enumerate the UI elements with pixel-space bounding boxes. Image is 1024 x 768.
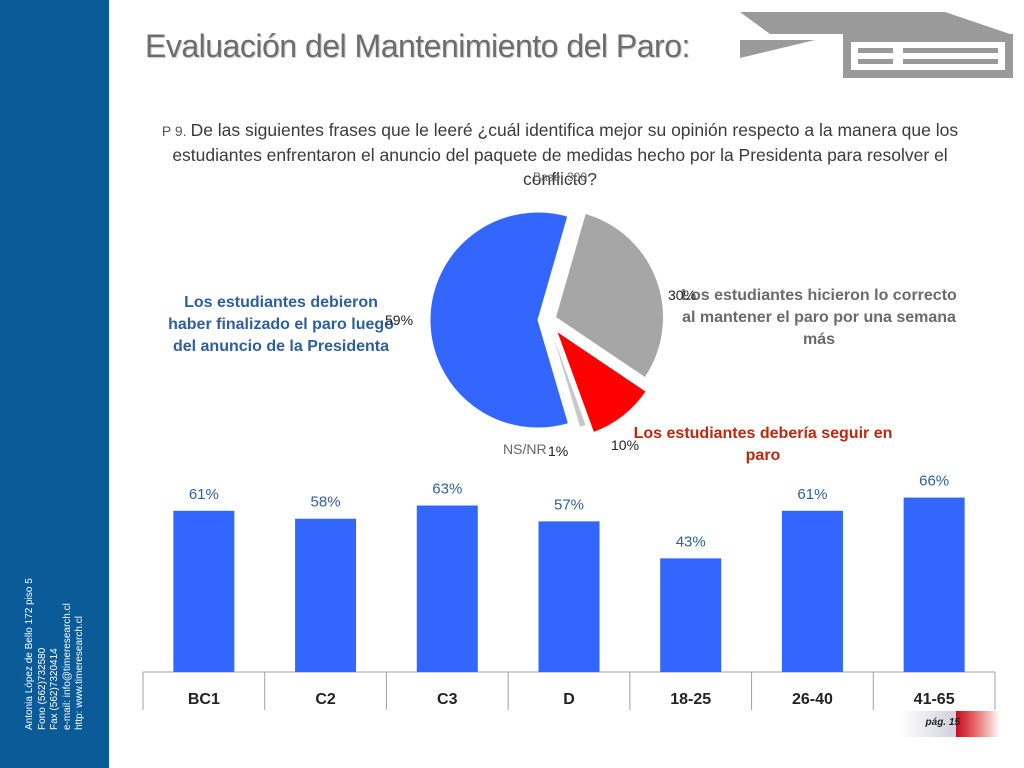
page-title: Evaluación del Mantenimiento del Paro: xyxy=(145,28,690,64)
survey-question: P 9. De las siguientes frases que le leer… xyxy=(150,118,970,191)
bar-value-label: 57% xyxy=(554,496,584,513)
bar-18-25 xyxy=(660,558,722,672)
bar-value-label: 58% xyxy=(311,494,341,511)
pie-value-10: 10% xyxy=(611,437,640,453)
x-tick-label: 41-65 xyxy=(914,691,955,708)
bar-value-label: 61% xyxy=(797,486,827,503)
bar-value-label: 66% xyxy=(919,473,949,490)
bar-D xyxy=(538,521,600,672)
pie-legend-seguir: Los estudiantes debería seguir en paro xyxy=(633,425,893,464)
document-logo-icon xyxy=(740,12,1013,78)
x-tick-label: C2 xyxy=(315,691,336,708)
x-tick-label: 26-40 xyxy=(792,691,833,708)
pie-slice-nsnr xyxy=(548,323,587,429)
x-tick-label: BC1 xyxy=(188,691,220,708)
pie-value-1: 1% xyxy=(548,443,569,459)
x-tick-label: 18-25 xyxy=(670,691,711,708)
bar-26-40 xyxy=(781,510,843,672)
question-text: De las siguientes frases que le leeré ¿c… xyxy=(172,120,959,189)
page-number-badge: pág. 15 xyxy=(900,711,1000,737)
pie-slice-finalizar xyxy=(429,211,570,429)
x-tick-label: D xyxy=(563,691,575,708)
pie-legend-nsnr: NS/NR xyxy=(503,441,547,457)
bar-value-label: 63% xyxy=(432,481,462,498)
pie-legend-correcto: Los estudiantes hicieron lo correcto al … xyxy=(681,287,957,348)
bar-chart: 61% BC1 58% C2 63% C3 57% D 43% 18-25 61% 26-40 66% 4… xyxy=(142,473,996,710)
bar-C2 xyxy=(295,518,357,672)
pie-value-59: 59% xyxy=(385,312,414,328)
pie-value-30: 30% xyxy=(668,287,697,303)
bar-value-label: 43% xyxy=(676,533,706,550)
question-number: P 9. xyxy=(161,123,187,139)
pie-legend-finalizar: Los estudiantes debieron haber finalizad… xyxy=(168,294,394,355)
pie-slice-correcto xyxy=(554,212,664,379)
bar-41-65 xyxy=(903,497,965,672)
pie-slice-seguir xyxy=(555,329,647,434)
base-label: Base: 300 xyxy=(532,170,588,184)
page-number: pág. 15 xyxy=(925,717,960,728)
pie-chart xyxy=(429,211,664,434)
x-tick-label: C3 xyxy=(437,691,458,708)
sidebar: Antonia López de Bello 172 piso 5 Fono (… xyxy=(0,0,109,768)
bar-value-label: 61% xyxy=(189,486,219,503)
bar-C3 xyxy=(416,505,478,672)
bar-BC1 xyxy=(173,510,235,672)
